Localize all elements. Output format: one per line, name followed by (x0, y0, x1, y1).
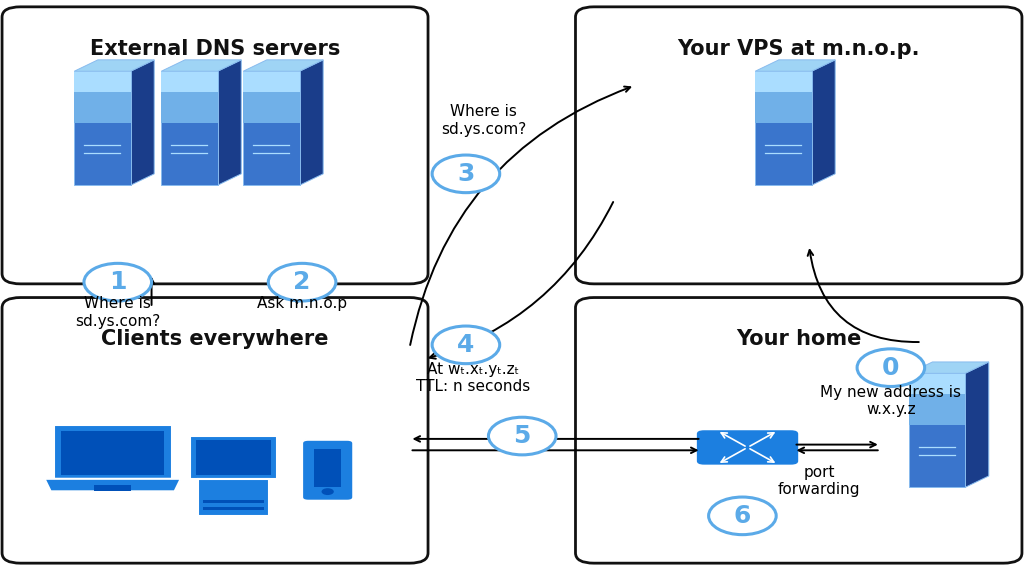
Polygon shape (45, 479, 180, 491)
FancyBboxPatch shape (61, 431, 164, 475)
Text: port
forwarding: port forwarding (778, 465, 860, 497)
Polygon shape (75, 60, 155, 71)
Polygon shape (812, 60, 836, 185)
Circle shape (432, 155, 500, 193)
Polygon shape (300, 60, 324, 185)
Text: Your VPS at m.n.o.p.: Your VPS at m.n.o.p. (678, 39, 920, 59)
Text: 1: 1 (109, 270, 127, 294)
FancyBboxPatch shape (302, 440, 353, 501)
Text: 2: 2 (294, 270, 310, 294)
Polygon shape (244, 60, 324, 71)
Text: Where is
sd.ys.com?: Where is sd.ys.com? (440, 104, 526, 137)
Polygon shape (217, 60, 242, 185)
Text: My new address is
w.x.y.z: My new address is w.x.y.z (820, 385, 962, 417)
Circle shape (268, 263, 336, 301)
FancyBboxPatch shape (94, 484, 131, 491)
Text: Your home: Your home (736, 329, 861, 349)
FancyBboxPatch shape (909, 373, 966, 394)
FancyBboxPatch shape (75, 71, 131, 123)
FancyBboxPatch shape (314, 449, 341, 487)
Polygon shape (756, 60, 836, 71)
FancyBboxPatch shape (244, 71, 300, 123)
Circle shape (84, 263, 152, 301)
Text: Clients everywhere: Clients everywhere (101, 329, 329, 349)
Text: 4: 4 (458, 333, 474, 357)
Circle shape (488, 417, 556, 455)
Text: At wₜ.xₜ.yₜ.zₜ
TTL: n seconds: At wₜ.xₜ.yₜ.zₜ TTL: n seconds (416, 362, 530, 394)
FancyBboxPatch shape (162, 71, 217, 92)
Text: 0: 0 (882, 356, 900, 380)
FancyBboxPatch shape (197, 440, 270, 475)
FancyBboxPatch shape (575, 7, 1022, 284)
FancyBboxPatch shape (162, 71, 217, 185)
FancyBboxPatch shape (75, 71, 131, 185)
FancyBboxPatch shape (244, 71, 300, 185)
FancyBboxPatch shape (756, 71, 812, 123)
FancyBboxPatch shape (75, 71, 131, 92)
Text: 3: 3 (458, 162, 474, 186)
FancyBboxPatch shape (244, 71, 300, 92)
FancyBboxPatch shape (162, 71, 217, 123)
Polygon shape (162, 60, 242, 71)
FancyBboxPatch shape (2, 7, 428, 284)
Polygon shape (966, 362, 989, 487)
Text: Ask m.n.o.p: Ask m.n.o.p (257, 296, 347, 311)
FancyBboxPatch shape (756, 71, 812, 185)
Circle shape (322, 488, 334, 495)
FancyBboxPatch shape (696, 429, 799, 466)
FancyBboxPatch shape (203, 500, 264, 503)
FancyBboxPatch shape (190, 436, 276, 479)
Text: 5: 5 (514, 424, 530, 448)
FancyBboxPatch shape (909, 373, 966, 425)
Text: External DNS servers: External DNS servers (90, 39, 340, 59)
FancyBboxPatch shape (203, 507, 264, 510)
Circle shape (432, 326, 500, 364)
FancyBboxPatch shape (575, 298, 1022, 563)
Circle shape (857, 349, 925, 386)
Text: Where is
sd.ys.com?: Where is sd.ys.com? (75, 296, 161, 329)
Text: 6: 6 (734, 504, 751, 528)
Circle shape (709, 497, 776, 535)
Polygon shape (131, 60, 155, 185)
FancyBboxPatch shape (909, 373, 966, 487)
Polygon shape (909, 362, 989, 373)
FancyBboxPatch shape (198, 479, 269, 516)
FancyBboxPatch shape (2, 298, 428, 563)
FancyBboxPatch shape (756, 71, 812, 92)
FancyBboxPatch shape (53, 425, 172, 479)
